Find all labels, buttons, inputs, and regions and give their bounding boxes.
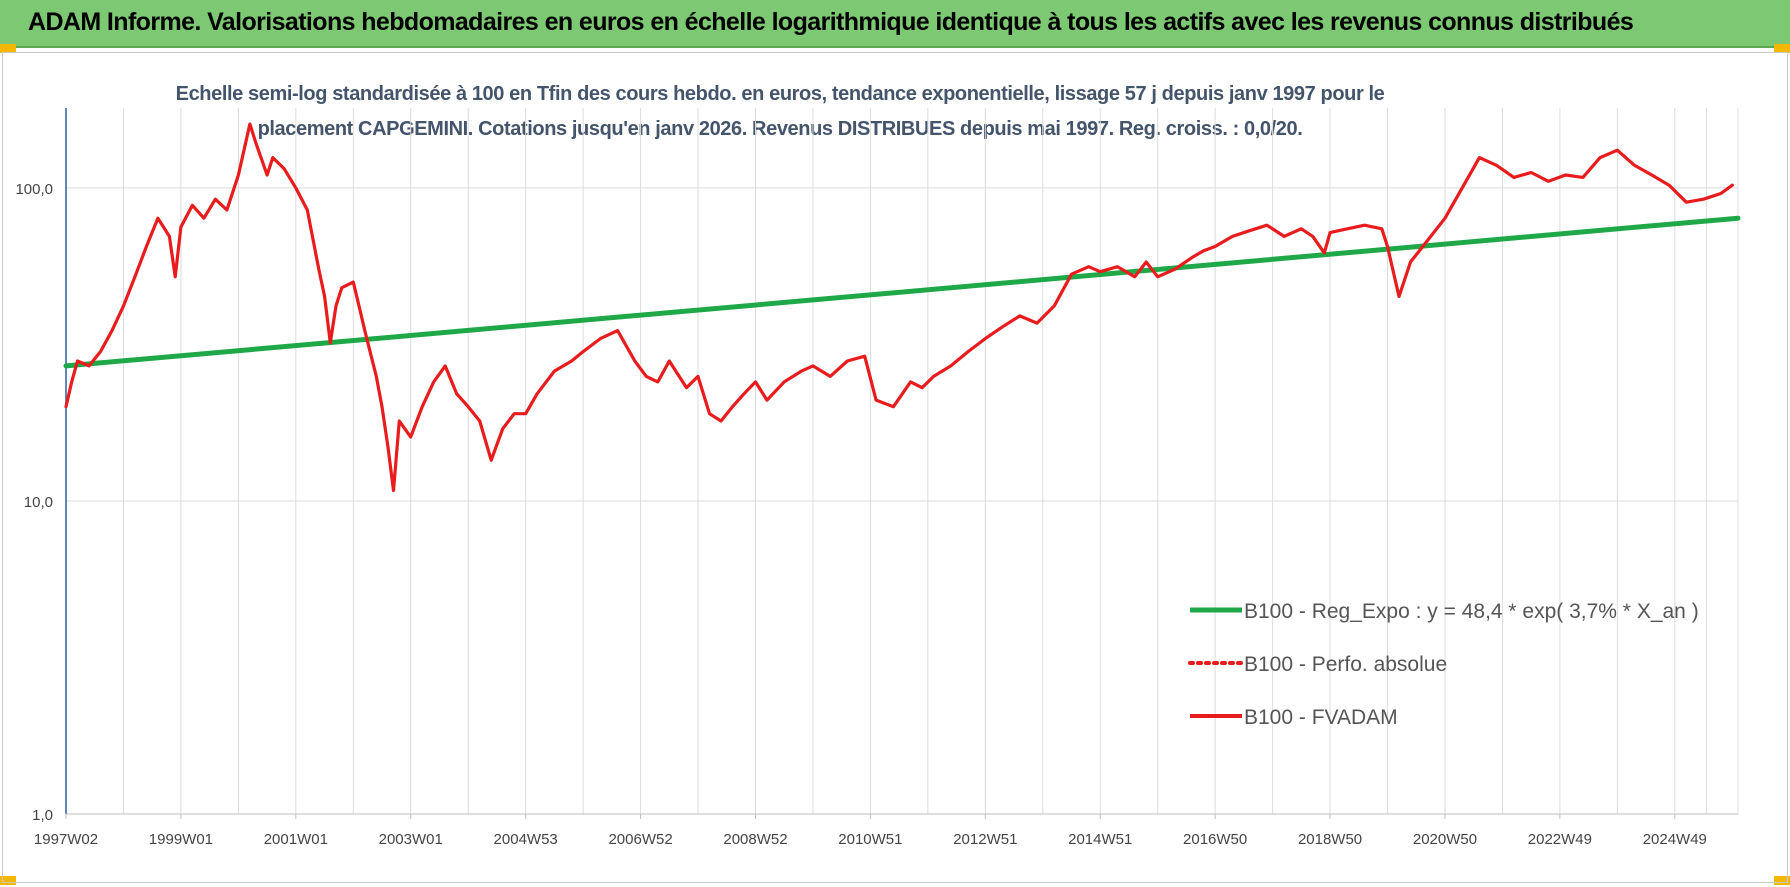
chart-title: Echelle semi-log standardisée à 100 en T… [175, 83, 1385, 140]
series-line-3 [64, 122, 1734, 493]
x-tick-label: 1997W02 [34, 831, 98, 848]
banner-title: ADAM Informe. Valorisations hebdomadaire… [28, 8, 1634, 36]
x-tick-label: 2008W52 [723, 831, 787, 848]
chart-frame [2, 52, 1788, 883]
legend-label-1: B100 - Reg_Expo : y = 48,4 * exp( 3,7% *… [1244, 600, 1699, 623]
x-tick-label: 2016W50 [1183, 831, 1247, 848]
x-tick-label: 2024W49 [1643, 831, 1707, 848]
x-tick-label: 2014W51 [1068, 831, 1132, 848]
corner-mark-bottom-right [1774, 876, 1790, 885]
y-tick-label: 1,0 [32, 807, 53, 824]
x-tick-label: 2004W53 [494, 831, 558, 848]
legend-label-2: B100 - Perfo. absolue [1244, 653, 1447, 676]
y-tick-label: 10,0 [24, 494, 53, 511]
y-tick-label: 100,0 [15, 181, 53, 198]
x-tick-label: 2022W49 [1528, 831, 1592, 848]
x-tick-label: 2010W51 [838, 831, 902, 848]
x-tick-label: 2018W50 [1298, 831, 1362, 848]
x-tick-label: 2003W01 [379, 831, 443, 848]
corner-mark-top-left [0, 44, 16, 53]
series-line-1 [63, 215, 1741, 369]
x-tick-label: 2012W51 [953, 831, 1017, 848]
x-tick-label: 1999W01 [149, 831, 213, 848]
x-tick-label: 2001W01 [264, 831, 328, 848]
title-banner: ADAM Informe. Valorisations hebdomadaire… [0, 0, 1790, 48]
x-tick-label: 2006W52 [608, 831, 672, 848]
x-tick-label: 2020W50 [1413, 831, 1477, 848]
corner-mark-top-right [1774, 44, 1790, 53]
corner-mark-bottom-left [0, 876, 16, 885]
legend-label-3: B100 - FVADAM [1244, 706, 1398, 729]
